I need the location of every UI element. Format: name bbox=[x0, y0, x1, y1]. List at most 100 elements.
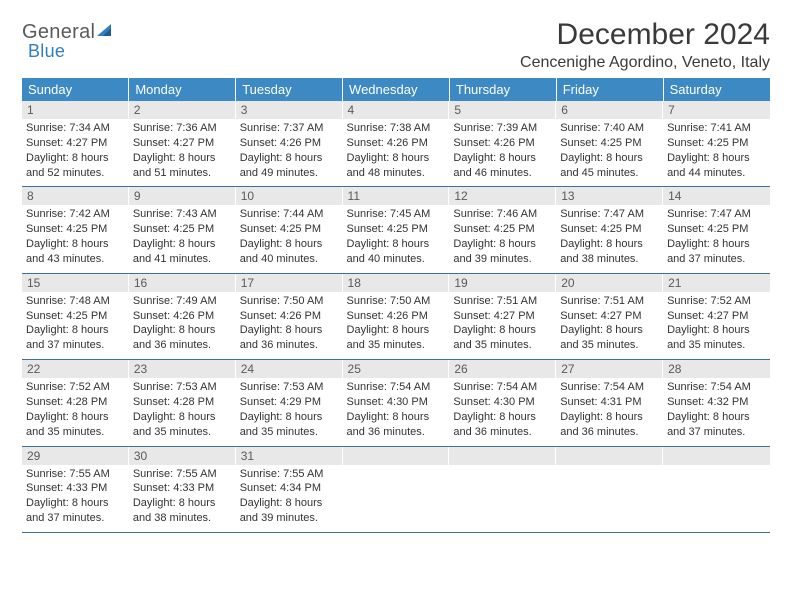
weekday-header-row: Sunday Monday Tuesday Wednesday Thursday… bbox=[22, 78, 770, 101]
day-number: 6 bbox=[556, 101, 663, 119]
day-number: 16 bbox=[129, 274, 236, 292]
day-number: 5 bbox=[449, 101, 556, 119]
day-info: Sunrise: 7:52 AMSunset: 4:28 PMDaylight:… bbox=[22, 378, 129, 439]
calendar-day-cell: 29Sunrise: 7:55 AMSunset: 4:33 PMDayligh… bbox=[22, 446, 129, 532]
calendar-day-cell: 7Sunrise: 7:41 AMSunset: 4:25 PMDaylight… bbox=[663, 101, 770, 187]
day-number bbox=[343, 447, 450, 465]
sunrise-text: Sunrise: 7:54 AM bbox=[347, 380, 446, 395]
sunset-text: Sunset: 4:26 PM bbox=[453, 136, 552, 151]
daylight-text: Daylight: 8 hours and 38 minutes. bbox=[560, 237, 659, 267]
header: General Blue December 2024 Cencenighe Ag… bbox=[22, 18, 770, 72]
calendar-day-cell: 22Sunrise: 7:52 AMSunset: 4:28 PMDayligh… bbox=[22, 360, 129, 446]
sunset-text: Sunset: 4:28 PM bbox=[26, 395, 125, 410]
day-info: Sunrise: 7:48 AMSunset: 4:25 PMDaylight:… bbox=[22, 292, 129, 353]
sunset-text: Sunset: 4:26 PM bbox=[347, 309, 446, 324]
day-info: Sunrise: 7:54 AMSunset: 4:30 PMDaylight:… bbox=[343, 378, 450, 439]
calendar-day-cell: 13Sunrise: 7:47 AMSunset: 4:25 PMDayligh… bbox=[556, 187, 663, 273]
day-info: Sunrise: 7:54 AMSunset: 4:32 PMDaylight:… bbox=[663, 378, 770, 439]
calendar-day-cell: 12Sunrise: 7:46 AMSunset: 4:25 PMDayligh… bbox=[449, 187, 556, 273]
calendar-week-row: 8Sunrise: 7:42 AMSunset: 4:25 PMDaylight… bbox=[22, 187, 770, 273]
calendar-day-cell: 21Sunrise: 7:52 AMSunset: 4:27 PMDayligh… bbox=[663, 273, 770, 359]
calendar-day-cell: 24Sunrise: 7:53 AMSunset: 4:29 PMDayligh… bbox=[236, 360, 343, 446]
day-info: Sunrise: 7:54 AMSunset: 4:31 PMDaylight:… bbox=[556, 378, 663, 439]
weekday-header: Thursday bbox=[449, 78, 556, 101]
sunset-text: Sunset: 4:27 PM bbox=[667, 309, 766, 324]
sunset-text: Sunset: 4:26 PM bbox=[133, 309, 232, 324]
daylight-text: Daylight: 8 hours and 36 minutes. bbox=[133, 323, 232, 353]
logo-word-general: General bbox=[22, 21, 95, 43]
calendar-day-cell: 2Sunrise: 7:36 AMSunset: 4:27 PMDaylight… bbox=[129, 101, 236, 187]
sunrise-text: Sunrise: 7:52 AM bbox=[26, 380, 125, 395]
sunrise-text: Sunrise: 7:54 AM bbox=[560, 380, 659, 395]
sunset-text: Sunset: 4:25 PM bbox=[347, 222, 446, 237]
weekday-header: Monday bbox=[129, 78, 236, 101]
sunrise-text: Sunrise: 7:55 AM bbox=[240, 467, 339, 482]
day-info bbox=[343, 465, 450, 523]
day-info: Sunrise: 7:38 AMSunset: 4:26 PMDaylight:… bbox=[343, 119, 450, 180]
day-number: 27 bbox=[556, 360, 663, 378]
daylight-text: Daylight: 8 hours and 35 minutes. bbox=[667, 323, 766, 353]
daylight-text: Daylight: 8 hours and 37 minutes. bbox=[667, 410, 766, 440]
sunrise-text: Sunrise: 7:51 AM bbox=[453, 294, 552, 309]
day-info: Sunrise: 7:55 AMSunset: 4:33 PMDaylight:… bbox=[129, 465, 236, 526]
day-info bbox=[663, 465, 770, 523]
sunrise-text: Sunrise: 7:50 AM bbox=[347, 294, 446, 309]
day-number: 11 bbox=[343, 187, 450, 205]
day-number: 4 bbox=[343, 101, 450, 119]
sunrise-text: Sunrise: 7:37 AM bbox=[240, 121, 339, 136]
day-number: 1 bbox=[22, 101, 129, 119]
day-number: 31 bbox=[236, 447, 343, 465]
day-number: 18 bbox=[343, 274, 450, 292]
day-info: Sunrise: 7:36 AMSunset: 4:27 PMDaylight:… bbox=[129, 119, 236, 180]
day-number: 29 bbox=[22, 447, 129, 465]
calendar-day-cell: 30Sunrise: 7:55 AMSunset: 4:33 PMDayligh… bbox=[129, 446, 236, 532]
calendar-day-cell bbox=[663, 446, 770, 532]
day-number: 13 bbox=[556, 187, 663, 205]
daylight-text: Daylight: 8 hours and 41 minutes. bbox=[133, 237, 232, 267]
day-number bbox=[449, 447, 556, 465]
sunrise-text: Sunrise: 7:51 AM bbox=[560, 294, 659, 309]
sunset-text: Sunset: 4:25 PM bbox=[240, 222, 339, 237]
sunrise-text: Sunrise: 7:34 AM bbox=[26, 121, 125, 136]
sunset-text: Sunset: 4:25 PM bbox=[560, 136, 659, 151]
sunset-text: Sunset: 4:31 PM bbox=[560, 395, 659, 410]
daylight-text: Daylight: 8 hours and 46 minutes. bbox=[453, 151, 552, 181]
sunset-text: Sunset: 4:34 PM bbox=[240, 481, 339, 496]
day-info: Sunrise: 7:47 AMSunset: 4:25 PMDaylight:… bbox=[663, 205, 770, 266]
calendar-day-cell: 9Sunrise: 7:43 AMSunset: 4:25 PMDaylight… bbox=[129, 187, 236, 273]
daylight-text: Daylight: 8 hours and 36 minutes. bbox=[240, 323, 339, 353]
daylight-text: Daylight: 8 hours and 40 minutes. bbox=[240, 237, 339, 267]
day-number: 25 bbox=[343, 360, 450, 378]
sunset-text: Sunset: 4:25 PM bbox=[26, 309, 125, 324]
calendar-day-cell: 1Sunrise: 7:34 AMSunset: 4:27 PMDaylight… bbox=[22, 101, 129, 187]
sunrise-text: Sunrise: 7:42 AM bbox=[26, 207, 125, 222]
daylight-text: Daylight: 8 hours and 48 minutes. bbox=[347, 151, 446, 181]
daylight-text: Daylight: 8 hours and 35 minutes. bbox=[560, 323, 659, 353]
weekday-header: Saturday bbox=[663, 78, 770, 101]
daylight-text: Daylight: 8 hours and 44 minutes. bbox=[667, 151, 766, 181]
daylight-text: Daylight: 8 hours and 35 minutes. bbox=[240, 410, 339, 440]
sunrise-text: Sunrise: 7:40 AM bbox=[560, 121, 659, 136]
day-number: 2 bbox=[129, 101, 236, 119]
day-info: Sunrise: 7:53 AMSunset: 4:28 PMDaylight:… bbox=[129, 378, 236, 439]
sunset-text: Sunset: 4:27 PM bbox=[26, 136, 125, 151]
calendar-day-cell: 11Sunrise: 7:45 AMSunset: 4:25 PMDayligh… bbox=[343, 187, 450, 273]
sunrise-text: Sunrise: 7:38 AM bbox=[347, 121, 446, 136]
day-number: 19 bbox=[449, 274, 556, 292]
logo-word-blue: Blue bbox=[28, 41, 65, 61]
calendar-day-cell: 25Sunrise: 7:54 AMSunset: 4:30 PMDayligh… bbox=[343, 360, 450, 446]
title-block: December 2024 Cencenighe Agordino, Venet… bbox=[520, 18, 770, 72]
sunrise-text: Sunrise: 7:47 AM bbox=[560, 207, 659, 222]
sunset-text: Sunset: 4:26 PM bbox=[347, 136, 446, 151]
daylight-text: Daylight: 8 hours and 37 minutes. bbox=[26, 496, 125, 526]
daylight-text: Daylight: 8 hours and 36 minutes. bbox=[560, 410, 659, 440]
calendar-day-cell: 19Sunrise: 7:51 AMSunset: 4:27 PMDayligh… bbox=[449, 273, 556, 359]
day-number: 12 bbox=[449, 187, 556, 205]
calendar-day-cell: 6Sunrise: 7:40 AMSunset: 4:25 PMDaylight… bbox=[556, 101, 663, 187]
day-info: Sunrise: 7:45 AMSunset: 4:25 PMDaylight:… bbox=[343, 205, 450, 266]
day-number bbox=[663, 447, 770, 465]
day-info: Sunrise: 7:43 AMSunset: 4:25 PMDaylight:… bbox=[129, 205, 236, 266]
day-info: Sunrise: 7:42 AMSunset: 4:25 PMDaylight:… bbox=[22, 205, 129, 266]
day-info: Sunrise: 7:47 AMSunset: 4:25 PMDaylight:… bbox=[556, 205, 663, 266]
daylight-text: Daylight: 8 hours and 43 minutes. bbox=[26, 237, 125, 267]
